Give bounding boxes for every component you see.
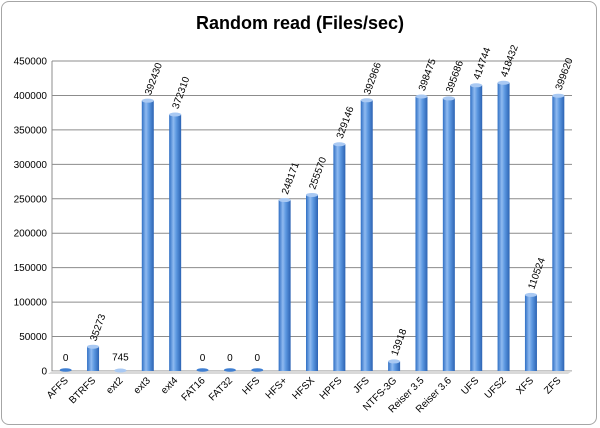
bar xyxy=(169,114,182,371)
bar-top xyxy=(87,344,100,349)
bar-top xyxy=(278,198,291,203)
bar xyxy=(196,368,209,372)
bar-top xyxy=(306,192,318,197)
chart-title: Random read (Files/sec) xyxy=(196,13,404,33)
bar-top xyxy=(114,368,127,373)
bar-top xyxy=(442,96,455,101)
data-label: 0 xyxy=(200,353,206,364)
y-tick-label: 250000 xyxy=(14,194,48,205)
data-label: 745 xyxy=(112,352,129,363)
y-tick-label: 50000 xyxy=(19,332,47,343)
x-category-label: ext3 xyxy=(132,375,153,396)
data-label: 329146 xyxy=(335,105,357,141)
y-tick-label: 0 xyxy=(41,367,47,378)
data-label: 392430 xyxy=(143,61,165,97)
bar-top xyxy=(388,359,401,364)
bar xyxy=(278,200,291,371)
x-category-label: HFS xyxy=(240,375,262,397)
y-tick-label: 150000 xyxy=(14,263,48,274)
data-label: 248171 xyxy=(280,161,302,197)
data-label: 0 xyxy=(63,353,69,364)
x-category-label: BTRFS xyxy=(67,375,98,406)
bar xyxy=(59,368,72,372)
data-label: 35273 xyxy=(89,312,109,342)
bar xyxy=(470,85,483,371)
data-label: 13918 xyxy=(390,327,410,357)
x-category-label: HPFS xyxy=(318,375,345,402)
y-tick-labels: 0 50000 100000 150000 200000 250000 300000 3500… xyxy=(14,57,48,378)
data-label: 399620 xyxy=(554,56,576,92)
y-tick-label: 400000 xyxy=(14,91,48,102)
x-category-label: ext4 xyxy=(159,375,180,396)
data-label: 0 xyxy=(227,353,233,364)
bar xyxy=(306,194,318,371)
bar xyxy=(552,95,565,371)
bar xyxy=(415,96,428,372)
bar xyxy=(223,368,236,372)
bars xyxy=(59,80,565,373)
data-label: 392966 xyxy=(362,61,384,97)
data-label: 414744 xyxy=(472,46,494,82)
bar-top xyxy=(141,98,154,103)
bar xyxy=(442,98,455,371)
data-label: 372310 xyxy=(171,75,193,111)
y-tick-label: 200000 xyxy=(14,229,48,240)
grid-lines xyxy=(52,60,572,338)
data-label: 110524 xyxy=(526,256,548,291)
bar-top xyxy=(497,80,510,85)
bar-top xyxy=(169,112,182,117)
bar xyxy=(251,368,264,372)
x-category-label: HFS+ xyxy=(264,375,290,401)
data-label: 255570 xyxy=(307,155,329,191)
x-category-label: XFS xyxy=(515,375,537,397)
bar-top xyxy=(415,94,428,99)
y-tick-label: 450000 xyxy=(14,57,48,68)
x-category-label: JFS xyxy=(352,375,373,396)
x-category-label: ZFS xyxy=(542,375,563,396)
bar-top xyxy=(333,142,346,147)
bar xyxy=(87,346,100,371)
chart-floor xyxy=(48,371,572,374)
bar xyxy=(360,100,373,371)
bar xyxy=(524,294,537,371)
x-category-label: FAT32 xyxy=(207,375,235,403)
bar xyxy=(333,144,346,371)
x-category-label: UFS xyxy=(459,375,481,397)
x-category-label: FAT16 xyxy=(180,375,208,403)
data-label: 398475 xyxy=(417,57,439,93)
data-label: 395686 xyxy=(444,59,466,95)
bar xyxy=(497,82,510,372)
bar-top xyxy=(470,83,483,88)
x-category-label: HFSX xyxy=(290,375,317,402)
bar-top xyxy=(360,98,373,103)
y-tick-label: 300000 xyxy=(14,160,48,171)
y-tick-label: 100000 xyxy=(14,298,48,309)
bar-top xyxy=(524,292,537,297)
bar xyxy=(388,361,401,371)
x-category-label: ext2 xyxy=(104,375,125,396)
bar-top xyxy=(552,93,565,98)
x-category-label: UFS2 xyxy=(483,375,509,401)
y-tick-label: 350000 xyxy=(14,125,48,136)
bar xyxy=(141,100,154,371)
data-label: 0 xyxy=(254,353,260,364)
